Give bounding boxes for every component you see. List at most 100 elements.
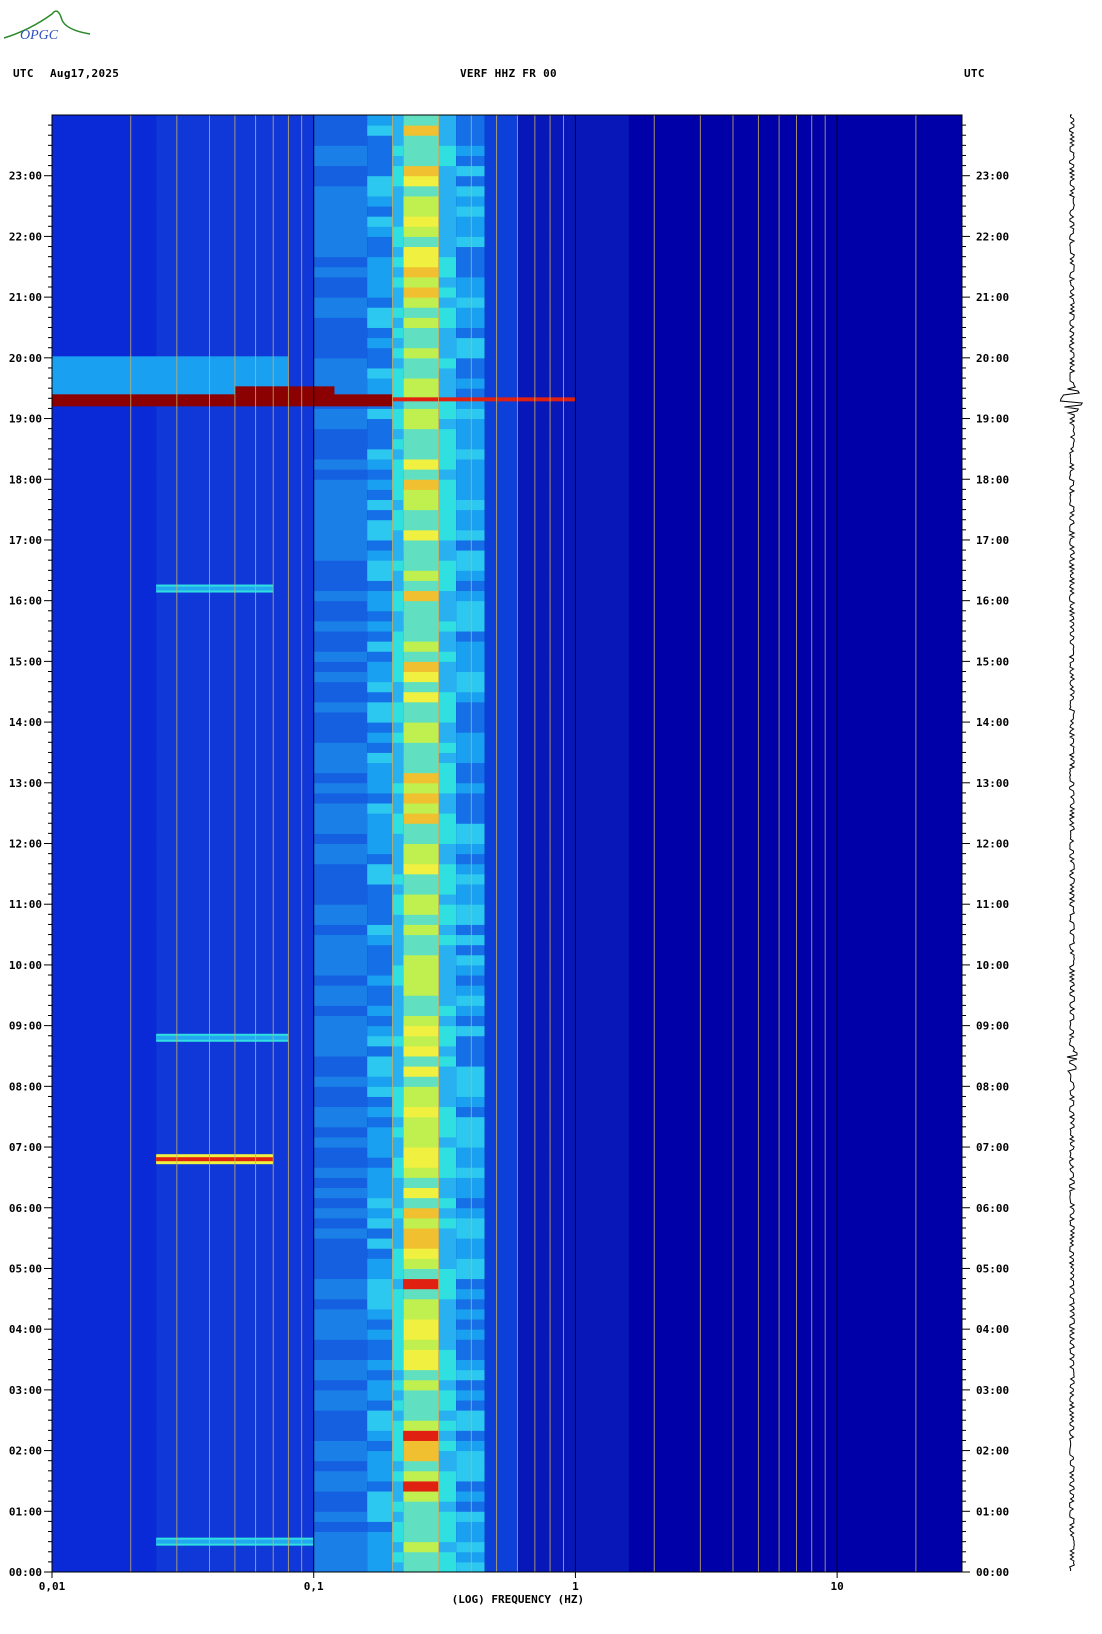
spectrogram-cell (456, 1157, 485, 1168)
spectrogram-cell (456, 782, 485, 794)
spectrogram-cell (517, 934, 629, 946)
spectrogram-cell (52, 1329, 157, 1340)
spectrogram-cell (367, 195, 393, 207)
spectrogram-cell (438, 347, 457, 359)
spectrogram-cell (456, 388, 485, 399)
spectrogram-cell (438, 1136, 457, 1148)
spectrogram-cell (517, 418, 629, 430)
spectrogram-cell (392, 560, 404, 571)
spectrogram-cell (403, 651, 439, 662)
spectrogram-cell (367, 1551, 393, 1563)
spectrogram-cell (367, 287, 393, 298)
spectrogram-cell (403, 1521, 439, 1533)
spectrogram-cell (392, 1106, 404, 1118)
spectrogram-cell (456, 1005, 485, 1017)
spectrogram-cell (456, 772, 485, 784)
spectrogram-cell (456, 964, 485, 976)
spectrogram-cell (517, 185, 629, 197)
spectrogram-cell (403, 1430, 439, 1441)
spectrogram-cell (438, 1055, 457, 1067)
spectrogram-cell (367, 985, 393, 996)
spectrogram-cell (403, 934, 439, 946)
spectrogram-cell (367, 752, 393, 764)
spectrogram-cell (456, 1521, 485, 1533)
spectrogram-cell (392, 1136, 404, 1148)
spectrogram-cell (484, 1440, 518, 1452)
spectrogram-cell (313, 1420, 368, 1431)
spectrogram-cell (403, 732, 439, 743)
spectrogram-cell (313, 914, 368, 925)
spectrogram-cell (392, 722, 404, 733)
y-tick-label-left: 08:00 (9, 1080, 42, 1093)
spectrogram-cell (438, 985, 457, 996)
spectrogram-cell (484, 742, 518, 753)
spectrogram-cell (456, 1399, 485, 1411)
spectrogram-cell (367, 367, 393, 379)
spectrogram-cell (313, 1157, 368, 1168)
spectrogram-cell (484, 1511, 518, 1522)
spectrogram-cell (517, 742, 629, 753)
spectrogram-cell (456, 378, 485, 389)
spectrogram-cell (517, 1430, 629, 1441)
spectrogram-cell (52, 307, 157, 318)
spectrogram-cell (313, 1298, 368, 1310)
spectrogram-cell (52, 1308, 157, 1320)
spectrogram-cell (456, 681, 485, 693)
spectrogram-cell (392, 610, 404, 622)
spectrogram-cell (392, 246, 404, 258)
spectrogram-cell (484, 1045, 518, 1057)
spectrogram-cell (403, 408, 439, 420)
spectrogram-cell (456, 985, 485, 996)
spectrogram-cell (456, 357, 485, 369)
spectrogram-cell (392, 469, 404, 480)
spectrogram-cell (403, 1339, 439, 1350)
spectrogram-cell (392, 762, 404, 774)
spectrogram-cell (367, 1157, 393, 1168)
spectrogram-cell (52, 195, 157, 207)
spectrogram-cell (313, 894, 368, 905)
spectrogram-cell (403, 762, 439, 774)
spectrogram-cell (456, 145, 485, 156)
spectrogram-cell (403, 276, 439, 288)
spectrogram-cell (484, 1389, 518, 1401)
spectrogram-cell (392, 529, 404, 541)
spectrogram-cell (52, 1136, 157, 1148)
spectrogram-cell (367, 661, 393, 672)
spectrogram-cell (313, 519, 368, 531)
spectrogram-cell (403, 914, 439, 925)
spectrogram-cell (484, 641, 518, 652)
spectrogram-cell (456, 448, 485, 460)
spectrogram-cell (484, 367, 518, 379)
spectrogram-cell (403, 448, 439, 460)
spectrogram-cell (484, 914, 518, 925)
spectrogram-cell (52, 813, 157, 824)
spectrogram-cell (403, 357, 439, 369)
spectrogram-cell (517, 894, 629, 905)
spectrogram-cell (403, 701, 439, 713)
spectrogram-cell (438, 701, 457, 713)
spectrogram-cell (484, 833, 518, 844)
spectrogram-cell (392, 509, 404, 521)
spectrogram-cell (456, 1045, 485, 1057)
x-tick-label: 1 (572, 1580, 579, 1593)
spectrogram-cell (403, 641, 439, 652)
spectrogram-cell (438, 641, 457, 652)
spectrogram-cell (367, 1480, 393, 1492)
spectrogram-cell (392, 1541, 404, 1553)
spectrogram-cell (456, 499, 485, 511)
spectrogram-cell (313, 742, 368, 753)
spectrogram-cell (403, 287, 439, 298)
spectrogram-cell (392, 1035, 404, 1047)
spectrogram-cell (484, 550, 518, 561)
spectrogram-cell (456, 671, 485, 683)
spectrogram-cell (517, 762, 629, 774)
spectrogram-cell (484, 1106, 518, 1118)
spectrogram-cell (456, 600, 485, 612)
spectrogram-cell (392, 1440, 404, 1452)
spectrogram-cell (52, 934, 157, 946)
spectrogram-cell (392, 782, 404, 794)
spectrogram-cell (313, 428, 368, 440)
spectrogram-cell (313, 600, 368, 612)
spectrogram-cell (456, 853, 485, 865)
spectrogram-cell (367, 1511, 393, 1522)
